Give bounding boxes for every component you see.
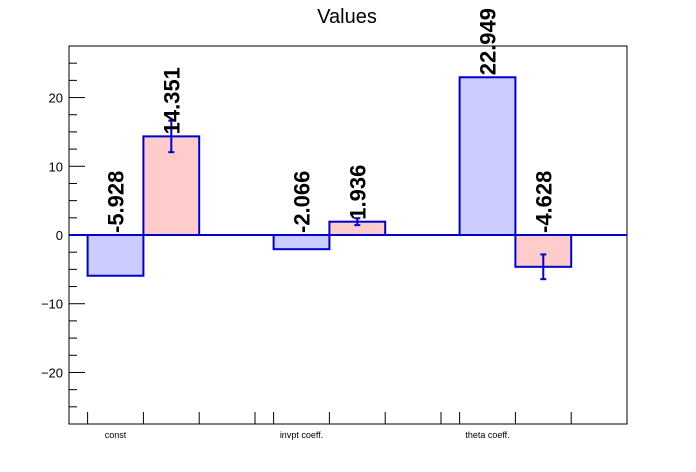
data-label: -5.928 [104, 171, 129, 233]
bars [69, 76, 627, 281]
x-category-label: const [105, 430, 127, 440]
bar [272, 234, 331, 251]
bar [86, 234, 145, 277]
x-category-label: theta coeff. [465, 430, 509, 440]
data-label: 14.351 [159, 67, 184, 134]
y-tick-label: 20 [49, 91, 63, 106]
data-labels: -5.928 -2.066 22.949 14.351 1.936 -4.628 [104, 8, 557, 233]
y-tick-label: −10 [41, 297, 63, 312]
bar [142, 135, 201, 236]
y-tick-label: 10 [49, 159, 63, 174]
data-label: 1.936 [345, 165, 370, 220]
x-axis: const invpt coeff. theta coeff. [87, 412, 572, 440]
bar [458, 76, 517, 236]
x-category-label: invpt coeff. [280, 430, 323, 440]
data-label: -4.628 [531, 171, 556, 233]
chart-title: Values [317, 6, 377, 28]
y-tick-label: −20 [41, 365, 63, 380]
data-label: 22.949 [476, 8, 501, 75]
data-label: -2.066 [290, 171, 315, 233]
y-tick-label: 0 [56, 228, 63, 243]
